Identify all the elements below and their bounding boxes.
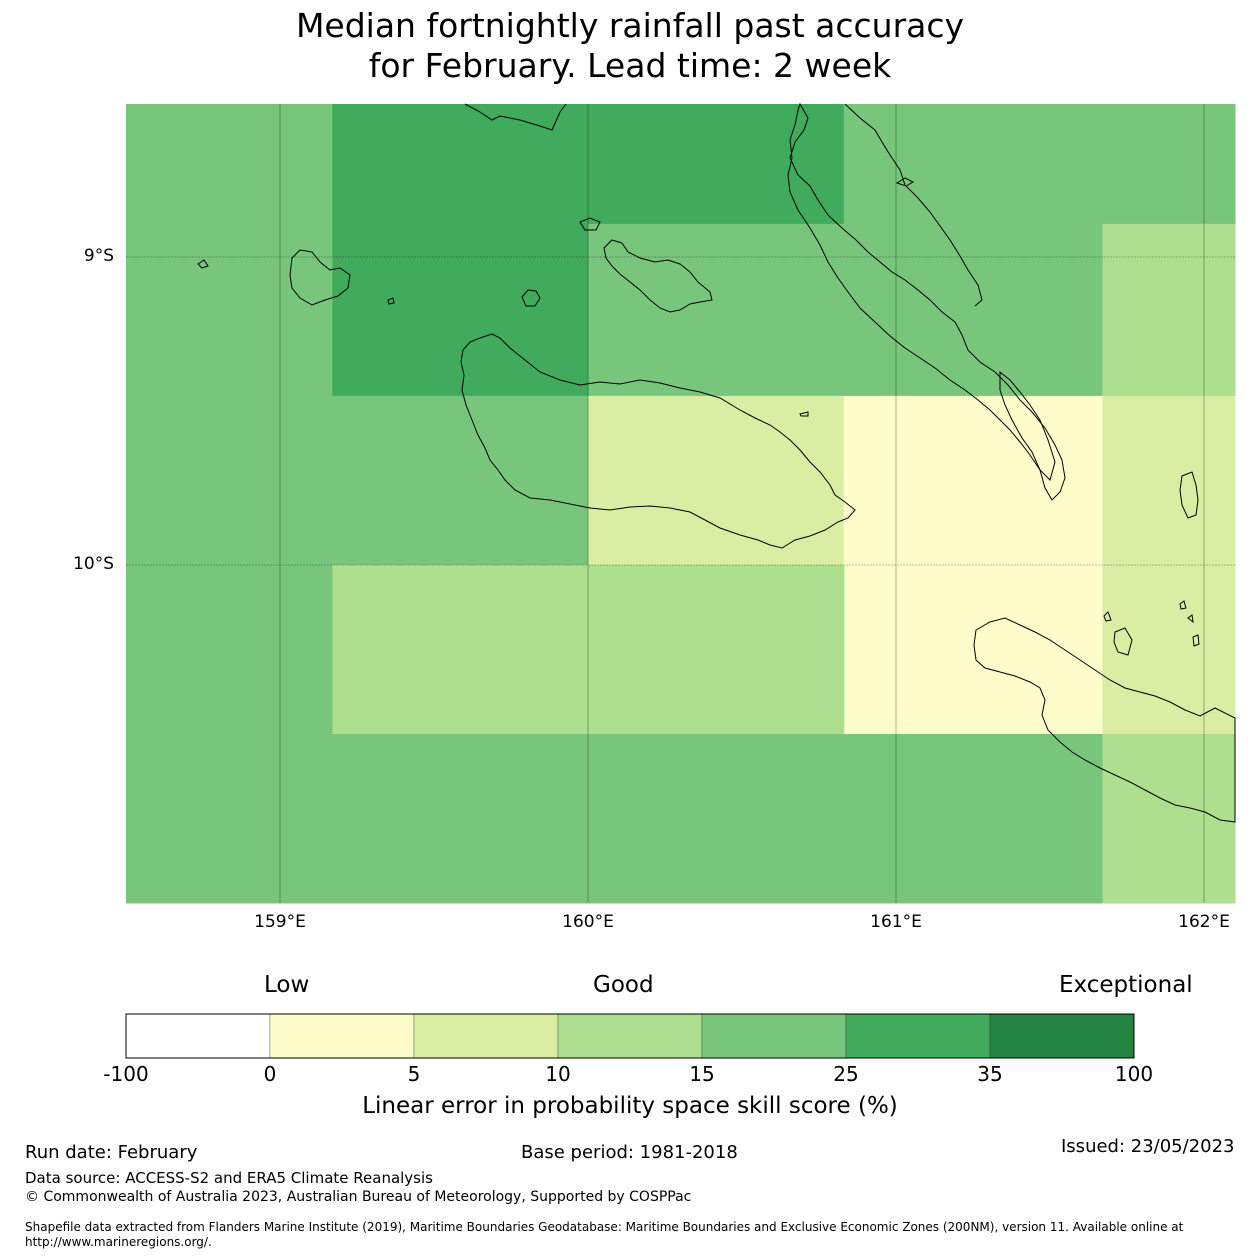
- copyright: © Commonwealth of Australia 2023, Austra…: [25, 1189, 692, 1205]
- lat-label-10s: 10°S: [73, 554, 114, 574]
- skill-cell-9: [843, 395, 1104, 735]
- lon-label-161e: 161°E: [870, 912, 922, 932]
- gridlines: [126, 104, 1235, 903]
- coastline-malaita-north: [844, 103, 983, 307]
- colorbar-tick-10: 10: [545, 1062, 571, 1086]
- colorbar-tick-neg100: -100: [103, 1062, 149, 1086]
- colorbar-tick-35: 35: [977, 1062, 1003, 1086]
- base-period: Base period: 1981-2018: [521, 1142, 738, 1163]
- coastline-islet-mid: [799, 411, 809, 417]
- skill-cell-13: [1102, 734, 1236, 904]
- data-source: Data source: ACCESS-S2 and ERA5 Climate …: [25, 1169, 433, 1187]
- colorbar-tick-0: 0: [263, 1062, 277, 1086]
- skill-cell-10: [1102, 395, 1236, 735]
- coastline-russell: [289, 249, 351, 306]
- coastline-nggela: [603, 239, 713, 313]
- lon-label-160e: 160°E: [562, 912, 614, 932]
- skill-grid-cells: [126, 104, 1236, 904]
- issued-date: Issued: 23/05/2023: [1061, 1136, 1235, 1157]
- run-date: Run date: February: [25, 1142, 198, 1163]
- lon-label-162e: 162°E: [1178, 912, 1230, 932]
- coastline-islet-ne: [895, 177, 915, 187]
- coastline-ulawa: [1179, 471, 1199, 519]
- coastline-islet-se-2: [1103, 611, 1112, 622]
- coastline-islet-se-1: [1113, 627, 1133, 656]
- skill-cell-7: [332, 395, 589, 566]
- chart-title: Median fortnightly rainfall past accurac…: [0, 6, 1260, 86]
- coastline-north-islets: [464, 103, 567, 131]
- colorbar-label: Linear error in probability space skill …: [362, 1093, 898, 1119]
- colorbar-tick-25: 25: [833, 1062, 859, 1086]
- skill-cell-8: [588, 395, 845, 566]
- colorbar-word-exceptional: Exceptional: [1059, 972, 1193, 998]
- skill-cell-11: [332, 565, 845, 735]
- shapefile-credit: Shapefile data extracted from Flanders M…: [25, 1220, 1184, 1249]
- coastline-islet-russell-2: [387, 297, 395, 305]
- coastline-malaita: [787, 102, 1066, 501]
- skill-cell-1: [332, 104, 589, 397]
- lon-label-159e: 159°E: [254, 912, 306, 932]
- coastline-islet-west: [197, 259, 209, 269]
- coastlines: [197, 102, 1236, 823]
- coastline-islet-se-3: [1179, 600, 1187, 610]
- colorbar-word-low: Low: [264, 972, 310, 998]
- colorbar-tick-5: 5: [407, 1062, 421, 1086]
- coastline-small-islet-1: [579, 217, 601, 231]
- skill-cell-0: [126, 104, 333, 904]
- colorbar-tick-15: 15: [689, 1062, 715, 1086]
- coastline-islet-se-5: [1192, 634, 1200, 647]
- lat-label-9s: 9°S: [83, 246, 114, 266]
- skill-cell-12: [332, 734, 1103, 904]
- title-line-1: Median fortnightly rainfall past accurac…: [295, 6, 965, 45]
- colorbar-word-good: Good: [593, 972, 654, 998]
- coastline-small-malaita: [999, 370, 1056, 481]
- coastline-makira: [973, 617, 1236, 823]
- skill-cell-6: [1102, 223, 1236, 397]
- coastline-savo: [521, 289, 541, 307]
- skill-cell-3: [588, 223, 845, 397]
- skill-cell-5: [1102, 104, 1236, 225]
- coastline-guadalcanal: [460, 333, 856, 549]
- skill-cell-4: [843, 104, 1104, 397]
- title-line-2: for February. Lead time: 2 week: [368, 46, 892, 85]
- skill-cell-2: [588, 104, 845, 225]
- coastline-islet-se-4: [1187, 614, 1194, 624]
- colorbar-tick-100: 100: [1114, 1062, 1154, 1086]
